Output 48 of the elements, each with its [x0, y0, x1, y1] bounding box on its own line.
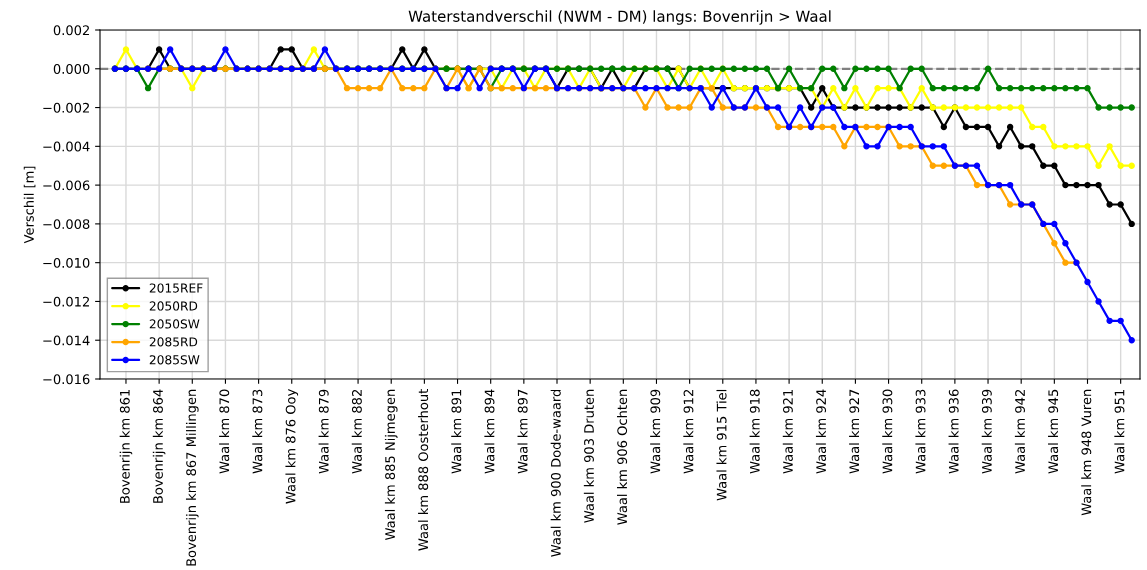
y-tick-label: −0.006 [43, 180, 90, 191]
y-tick-label: −0.014 [43, 335, 90, 346]
x-tick-label: Waal km 933 [915, 389, 926, 474]
x-tick-label: Waal km 918 [749, 389, 760, 474]
y-tick-label: −0.010 [43, 257, 90, 268]
x-tick-label: Bovenrijn km 861 [119, 389, 133, 503]
x-tick-label: Waal km 948 Vuren [1081, 389, 1092, 516]
y-tick-label: −0.008 [43, 219, 90, 230]
x-tick-label: Waal km 906 Ochten [617, 389, 628, 525]
x-tick-label: Waal km 903 Druten [583, 389, 594, 523]
x-tick-label: Waal km 885 Nijmegen [384, 389, 398, 540]
x-tick-label: Waal km 894 [484, 389, 495, 474]
x-tick-label: Waal km 879 [318, 389, 329, 474]
x-tick-label: Waal km 924 [815, 389, 827, 474]
x-tick-label: Waal km 915 Tiel [716, 389, 727, 501]
chart-title: Waterstandverschil (NWM - DM) langs: Bovenrijn > Waal [408, 10, 831, 25]
y-tick-label: 0.000 [53, 64, 90, 74]
x-tick-label: Waal km 927 [849, 389, 860, 474]
legend-label: 2085RD [149, 337, 198, 347]
legend-label: 2085SW [149, 355, 200, 365]
x-tick-label: Waal km 870 [219, 389, 230, 474]
x-tick-label: Waal km 882 [351, 390, 362, 474]
legend-label: 2050SW [149, 319, 200, 329]
x-tick-label: Waal km 945 [1048, 389, 1059, 474]
x-tick-label: Waal km 936 [948, 389, 959, 474]
y-tick-label: −0.004 [43, 141, 90, 152]
x-tick-label: Waal km 873 [252, 389, 263, 474]
x-tick-label: Waal km 939 [981, 389, 992, 474]
x-tick-label: Waal km 888 Oosterhout [418, 389, 429, 551]
y-axis-title: Verschil [m] [23, 166, 36, 244]
legend-label: 2050RD [149, 301, 198, 311]
legend-label: 2015REF [149, 283, 203, 293]
x-tick-label: Waal km 912 [683, 390, 694, 474]
x-tick-label: Bovenrijn km 867 Millingen [185, 389, 199, 566]
x-tick-label: Waal km 942 [1014, 390, 1025, 474]
y-tick-label: −0.016 [43, 374, 90, 385]
x-tick-label: Waal km 930 [882, 389, 893, 474]
y-tick-label: −0.002 [43, 102, 89, 113]
x-tick-label: Waal km 900 Dode-waard [550, 389, 561, 557]
x-tick-label: Bovenrijn km 864 [152, 389, 166, 503]
x-tick-label: Waal km 951 [1114, 389, 1125, 474]
x-tick-label: Waal km 909 [650, 389, 661, 474]
x-tick-label: Waal km 876 Ooy [285, 389, 299, 504]
x-tick-label: Waal km 921 [782, 389, 793, 474]
y-tick-label: −0.012 [43, 296, 89, 307]
x-tick-label: Waal km 891 [451, 389, 462, 474]
x-tick-label: Waal km 897 [517, 389, 528, 474]
y-tick-label: 0.002 [53, 25, 89, 36]
